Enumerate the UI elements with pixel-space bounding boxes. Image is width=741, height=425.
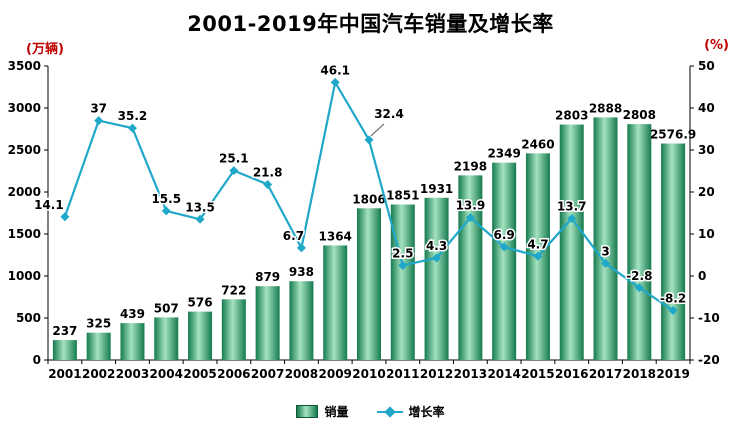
sales-bars bbox=[52, 117, 686, 361]
svg-text:-10: -10 bbox=[698, 311, 720, 325]
svg-text:2006: 2006 bbox=[217, 367, 250, 381]
svg-text:2009: 2009 bbox=[319, 367, 352, 381]
chart-legend: 销量 增长率 bbox=[0, 403, 741, 420]
growth-value-labels: 14.1 37 35.2 15.5 13.5 25.1 21.8 6.7 46.1 32.4 2.5… bbox=[33, 62, 688, 307]
right-axis-tick-labels: -20 -10 0 10 20 30 40 50 bbox=[698, 59, 720, 367]
svg-text:20: 20 bbox=[698, 185, 715, 199]
svg-text:37: 37 bbox=[90, 102, 107, 116]
svg-text:2008: 2008 bbox=[285, 367, 318, 381]
svg-text:3: 3 bbox=[601, 244, 609, 258]
svg-text:3500: 3500 bbox=[8, 59, 41, 73]
svg-text:2198: 2198 bbox=[454, 159, 487, 173]
svg-text:6.9: 6.9 bbox=[494, 228, 515, 242]
svg-text:15.5: 15.5 bbox=[151, 192, 181, 206]
svg-text:-20: -20 bbox=[698, 353, 720, 367]
svg-text:40: 40 bbox=[698, 101, 715, 115]
svg-text:1931: 1931 bbox=[420, 182, 453, 196]
svg-text:2013: 2013 bbox=[454, 367, 487, 381]
svg-text:1364: 1364 bbox=[319, 229, 352, 243]
svg-text:500: 500 bbox=[16, 311, 41, 325]
svg-text:21.8: 21.8 bbox=[253, 165, 283, 179]
growth-markers bbox=[60, 77, 678, 315]
svg-text:1000: 1000 bbox=[8, 269, 41, 283]
svg-text:576: 576 bbox=[188, 296, 213, 310]
svg-text:2349: 2349 bbox=[487, 147, 520, 161]
svg-text:1806: 1806 bbox=[352, 192, 385, 206]
svg-text:13.5: 13.5 bbox=[185, 200, 215, 214]
svg-text:2003: 2003 bbox=[116, 367, 149, 381]
annotation-leader-line bbox=[370, 123, 385, 137]
legend-item-sales: 销量 bbox=[296, 403, 349, 420]
svg-text:2576.9: 2576.9 bbox=[650, 128, 696, 142]
svg-text:1851: 1851 bbox=[386, 189, 419, 203]
svg-text:2016: 2016 bbox=[555, 367, 588, 381]
svg-text:2.5: 2.5 bbox=[392, 247, 413, 261]
left-axis-unit-label: (万辆) bbox=[26, 42, 64, 57]
left-axis-tick-labels: 0 500 1000 1500 2000 2500 3000 3500 bbox=[8, 59, 41, 367]
svg-text:722: 722 bbox=[221, 283, 246, 297]
svg-text:6.7: 6.7 bbox=[283, 229, 304, 243]
svg-text:0: 0 bbox=[698, 269, 706, 283]
growth-line-swatch-icon bbox=[376, 405, 403, 418]
svg-text:2018: 2018 bbox=[623, 367, 656, 381]
svg-text:46.1: 46.1 bbox=[320, 63, 350, 77]
svg-text:2808: 2808 bbox=[623, 108, 656, 122]
svg-text:2014: 2014 bbox=[487, 367, 520, 381]
svg-text:2000: 2000 bbox=[8, 185, 41, 199]
legend-item-growth: 增长率 bbox=[376, 403, 445, 420]
svg-text:2004: 2004 bbox=[150, 367, 183, 381]
svg-text:2005: 2005 bbox=[183, 367, 216, 381]
svg-text:13.7: 13.7 bbox=[557, 199, 587, 213]
svg-text:237: 237 bbox=[52, 324, 77, 338]
svg-text:30: 30 bbox=[698, 143, 715, 157]
svg-text:2803: 2803 bbox=[555, 109, 588, 123]
svg-text:10: 10 bbox=[698, 227, 715, 241]
svg-text:2888: 2888 bbox=[589, 101, 622, 115]
svg-text:2015: 2015 bbox=[521, 367, 554, 381]
svg-text:507: 507 bbox=[154, 301, 179, 315]
svg-text:2012: 2012 bbox=[420, 367, 453, 381]
svg-text:2007: 2007 bbox=[251, 367, 284, 381]
svg-text:938: 938 bbox=[289, 265, 314, 279]
svg-text:2010: 2010 bbox=[352, 367, 385, 381]
svg-text:25.1: 25.1 bbox=[219, 152, 249, 166]
svg-text:2500: 2500 bbox=[8, 143, 41, 157]
right-axis-unit-label: (%) bbox=[704, 38, 729, 53]
svg-text:32.4: 32.4 bbox=[374, 107, 404, 121]
svg-text:14.1: 14.1 bbox=[34, 198, 64, 212]
legend-sales-label: 销量 bbox=[324, 405, 349, 419]
svg-text:35.2: 35.2 bbox=[118, 109, 148, 123]
svg-text:2019: 2019 bbox=[656, 367, 689, 381]
legend-growth-label: 增长率 bbox=[408, 405, 445, 419]
svg-text:439: 439 bbox=[120, 307, 145, 321]
svg-text:50: 50 bbox=[698, 59, 715, 73]
svg-text:879: 879 bbox=[255, 270, 280, 284]
svg-text:2011: 2011 bbox=[386, 367, 419, 381]
svg-text:0: 0 bbox=[33, 353, 41, 367]
svg-text:2001: 2001 bbox=[48, 367, 81, 381]
svg-text:13.9: 13.9 bbox=[456, 199, 486, 213]
svg-text:4.7: 4.7 bbox=[527, 237, 548, 251]
svg-text:-8.2: -8.2 bbox=[660, 291, 686, 305]
svg-text:2002: 2002 bbox=[82, 367, 115, 381]
svg-text:-2.8: -2.8 bbox=[626, 269, 652, 283]
svg-text:3000: 3000 bbox=[8, 101, 41, 115]
svg-text:1500: 1500 bbox=[8, 227, 41, 241]
sales-value-labels: 237 325 439 507 576 722 879 938 1364 1806 1851 1931… bbox=[52, 101, 696, 338]
svg-text:2017: 2017 bbox=[589, 367, 622, 381]
chart-title: 2001-2019年中国汽车销量及增长率 bbox=[187, 12, 554, 36]
svg-text:4.3: 4.3 bbox=[426, 239, 447, 253]
sales-bar-swatch-icon bbox=[296, 405, 319, 418]
x-axis-tick-labels: 2001 2002 2003 2004 2005 2006 2007 2008 2009 2010… bbox=[48, 367, 690, 381]
svg-text:325: 325 bbox=[86, 317, 111, 331]
svg-text:2460: 2460 bbox=[521, 137, 554, 151]
